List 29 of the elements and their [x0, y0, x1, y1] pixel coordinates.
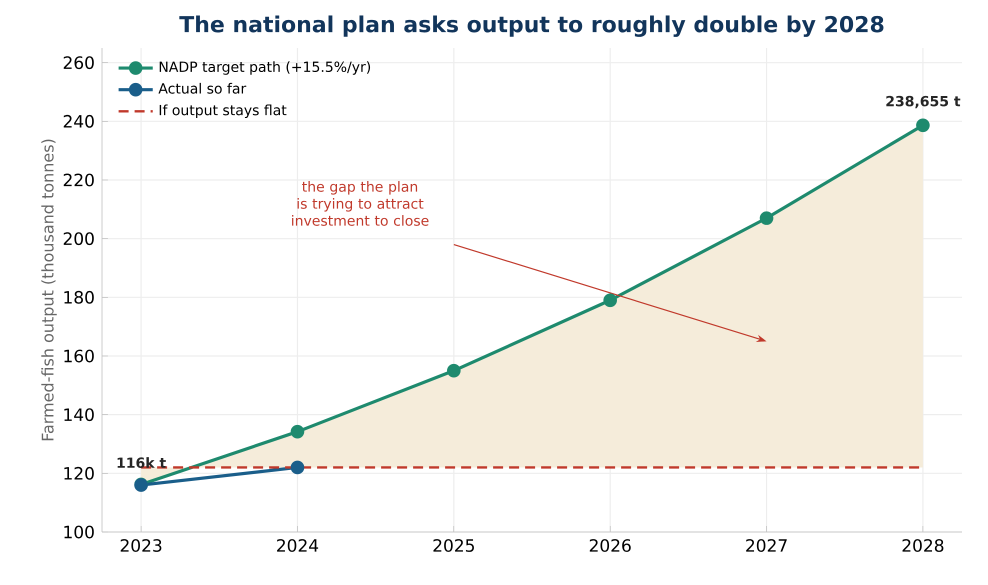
x-tick-label: 2023: [120, 539, 162, 552]
annotation: 238,655 t: [886, 96, 960, 108]
annotation: 116k t: [118, 457, 166, 468]
y-tick-label: 220: [64, 174, 94, 186]
legend-label: Actual so far: [158, 82, 246, 94]
y-tick-label: 260: [64, 56, 94, 70]
y-tick-label: 200: [64, 232, 94, 246]
x-tick-label: 2024: [277, 539, 318, 552]
annotation: the gap the plan is trying to attract investment to close: [292, 181, 429, 226]
y-tick-label: 120: [64, 466, 94, 480]
legend-label: If output stays flat: [160, 104, 286, 118]
point: [290, 424, 304, 438]
x-tick-label: 2025: [433, 539, 474, 552]
y-axis-title: Farmed-fish output (thousand tonnes): [41, 140, 57, 440]
chart-title: The national plan asks output to roughly double by 2028: [179, 15, 884, 37]
point: [760, 211, 774, 225]
legend-label: NADP target path (+15.5%/yr): [160, 61, 370, 75]
x-tick-label: 2026: [590, 539, 631, 552]
y-tick-label: 160: [64, 350, 94, 362]
x-tick-label: 2027: [746, 539, 787, 552]
point: [290, 460, 304, 474]
y-tick-label: 180: [64, 290, 94, 304]
point: [916, 118, 930, 132]
point: [447, 364, 461, 378]
y-tick-label: 240: [64, 114, 94, 128]
y-tick-label: 140: [64, 408, 94, 422]
y-tick-label: 100: [64, 526, 94, 538]
point: [603, 293, 617, 308]
x-tick-label: 2028: [902, 539, 944, 552]
